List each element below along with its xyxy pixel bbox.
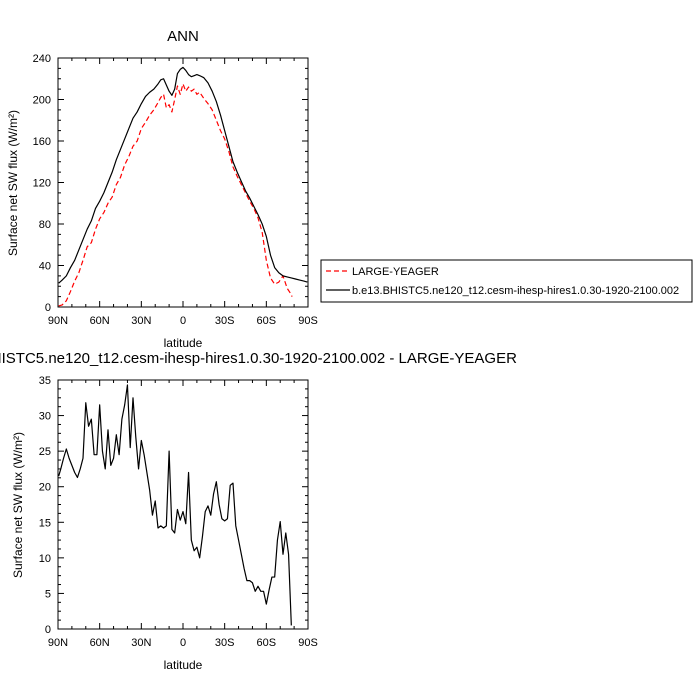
x-tick-label: 0 xyxy=(180,315,186,327)
x-tick-label: 30S xyxy=(215,315,235,327)
y-tick-label: 30 xyxy=(39,411,51,423)
chart-title-bottom: b.e13.BHISTC5.ne120_t12.cesm-ihesp-hires… xyxy=(0,350,517,367)
y-tick-label: 10 xyxy=(39,553,51,565)
y-tick-label: 15 xyxy=(39,517,51,529)
y-axis-label-top: Surface net SW flux (W/m²) xyxy=(6,110,20,256)
y-tick-label: 0 xyxy=(45,302,51,314)
panel-bottom: b.e13.BHISTC5.ne120_t12.cesm-ihesp-hires… xyxy=(0,350,517,672)
y-tick-label: 20 xyxy=(39,482,51,494)
x-axis-label-bottom: latitude xyxy=(164,658,203,672)
x-tick-label: 90S xyxy=(298,315,318,327)
series-line-b-e13-bhistc5-ne120-t12-cesm-ihesp-hires1-0-30-1920-2100-002 xyxy=(58,66,308,284)
y-tick-label: 35 xyxy=(39,375,51,387)
legend: LARGE-YEAGER b.e13.BHISTC5.ne120_t12.ces… xyxy=(320,259,693,303)
x-tick-label: 60S xyxy=(257,315,277,327)
y-tick-label: 240 xyxy=(33,53,51,65)
y-tick-label: 0 xyxy=(45,624,51,636)
series-group-top xyxy=(58,66,308,307)
legend-label-large-yeager: LARGE-YEAGER xyxy=(352,266,439,278)
axis-ticks-top: 90N 60N 30N 0 30S 60S 90S 0 40 80 120 160 200 240 xyxy=(33,53,318,327)
x-tick-label: 60S xyxy=(257,637,277,649)
legend-box xyxy=(320,259,693,303)
x-tick-label: 30N xyxy=(131,315,151,327)
y-axis-label-bottom: Surface net SW flux (W/m²) xyxy=(11,432,25,578)
series-line-difference xyxy=(58,384,292,626)
x-tick-label: 30S xyxy=(215,637,235,649)
legend-label-model: b.e13.BHISTC5.ne120_t12.cesm-ihesp-hires… xyxy=(352,285,679,297)
y-tick-label: 120 xyxy=(33,178,51,190)
chart-title-top: ANN xyxy=(167,28,199,45)
x-tick-label: 30N xyxy=(131,637,151,649)
axis-ticks-bottom: 90N 60N 30N 0 30S 60S 90S 0 5 10 15 20 25 30 35 xyxy=(39,375,318,649)
y-tick-label: 160 xyxy=(33,136,51,148)
x-tick-label: 90N xyxy=(48,637,68,649)
x-tick-label: 90S xyxy=(298,637,318,649)
x-tick-label: 90N xyxy=(48,315,68,327)
plot-frame-bottom xyxy=(57,379,309,630)
y-tick-label: 25 xyxy=(39,446,51,458)
x-axis-label-top: latitude xyxy=(164,336,203,350)
series-line-large-yeager xyxy=(58,83,293,307)
x-tick-label: 60N xyxy=(90,637,110,649)
y-tick-label: 80 xyxy=(39,219,51,231)
x-tick-label: 60N xyxy=(90,315,110,327)
plot-frame-top xyxy=(57,57,309,308)
y-tick-label: 5 xyxy=(45,588,51,600)
y-tick-label: 200 xyxy=(33,95,51,107)
panel-top: ANN 90N 60N 30N 0 30S 60S 90S 0 40 80 120 160 200 240… xyxy=(6,28,318,350)
series-group-bottom xyxy=(58,384,292,626)
x-tick-label: 0 xyxy=(180,637,186,649)
y-tick-label: 40 xyxy=(39,261,51,273)
